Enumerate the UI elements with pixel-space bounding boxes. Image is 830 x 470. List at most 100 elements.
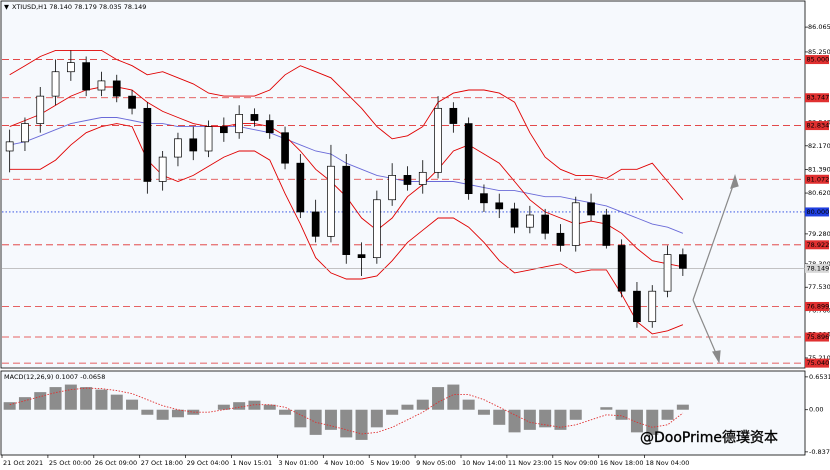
- macd-bar: [126, 399, 139, 410]
- macd-bar: [416, 399, 429, 410]
- price-level-box: [805, 93, 829, 103]
- macd-signal: [9, 387, 684, 435]
- macd-bar: [263, 404, 276, 410]
- macd-bar: [80, 387, 93, 410]
- price-level-label: 78.922: [807, 241, 830, 249]
- candle-body: [388, 175, 396, 201]
- x-tick-label: 10 Nov 14:00: [462, 459, 506, 467]
- candle-body: [128, 95, 136, 109]
- candle-body: [449, 107, 458, 124]
- price-level-label: 85.000: [807, 56, 830, 64]
- x-tick-label: 29 Oct 04:00: [187, 459, 229, 467]
- candle-body: [327, 165, 335, 237]
- x-tick-label: 21 Oct 2021: [3, 459, 43, 467]
- candle-body: [5, 141, 14, 152]
- x-tick-label: 1 Nov 15:01: [233, 459, 273, 467]
- candle-body: [220, 126, 228, 134]
- x-tick-label: 9 Nov 05:00: [416, 459, 456, 467]
- candle-body: [112, 80, 121, 97]
- x-tick-label: 3 Nov 01:00: [278, 459, 318, 467]
- macd-bar: [95, 389, 108, 410]
- macd-bar: [110, 394, 123, 410]
- candle-body: [418, 171, 427, 185]
- macd-bar: [49, 387, 62, 410]
- price-level-box: [805, 174, 829, 184]
- macd-bar: [539, 409, 552, 428]
- candle-body: [265, 120, 274, 134]
- candle-body: [633, 290, 641, 323]
- y-tick-label: 0.6531: [809, 373, 830, 381]
- macd-bar: [401, 404, 414, 410]
- macd-bar: [386, 409, 399, 415]
- x-tick-label: 18 Nov 04:00: [646, 459, 690, 467]
- macd-bar: [355, 409, 368, 440]
- price-panel: [0, 0, 806, 369]
- y-tick-label: 77.530: [808, 283, 830, 291]
- candle-body: [357, 254, 366, 259]
- macd-bar: [64, 384, 77, 410]
- x-tick-label: 5 Nov 19:00: [370, 459, 410, 467]
- price-level-box: [805, 358, 829, 368]
- candle-body: [158, 156, 167, 182]
- projection-arrows: [692, 174, 739, 364]
- price-level-box: [805, 263, 829, 273]
- macd-bar: [569, 409, 582, 420]
- y-tick-label: 86.065: [808, 23, 830, 31]
- price-level-box: [805, 301, 829, 311]
- macd-bar: [477, 409, 490, 415]
- y-tick-label: 0.00: [809, 406, 823, 414]
- price-level-box: [805, 55, 829, 65]
- price-level-box: [805, 332, 829, 342]
- price-level-label: 80.000: [807, 208, 830, 216]
- candle-body: [311, 211, 320, 237]
- y-tick-label: 79.280: [808, 230, 830, 238]
- watermark: @DooPrime德璞资本: [640, 430, 778, 446]
- candle-body: [434, 107, 442, 173]
- x-tick-label: 27 Oct 18:00: [141, 459, 183, 467]
- chart-title: XTIUSD,H1 78.140 78.179 78.035 78.149: [12, 3, 146, 11]
- candle-body: [281, 132, 289, 164]
- bollinger-upper: [9, 49, 684, 201]
- candle-body: [678, 254, 687, 269]
- price-level-label: 75.040: [807, 359, 830, 367]
- macd-bar: [554, 409, 567, 430]
- macd-bar: [18, 397, 31, 410]
- y-tick-label: 81.390: [808, 166, 830, 174]
- macd-bar: [630, 409, 643, 433]
- candle-body: [342, 165, 351, 255]
- macd-bar: [600, 407, 613, 410]
- candle-body: [510, 208, 519, 228]
- candle-body: [51, 71, 60, 97]
- candle-body: [495, 202, 504, 210]
- macd-bar: [233, 402, 246, 410]
- macd-bar: [3, 402, 16, 410]
- candle-body: [21, 123, 29, 143]
- macd-bar: [493, 409, 506, 425]
- x-tick-label: 4 Nov 10:00: [324, 459, 364, 467]
- y-tick-label: -0.8379: [809, 448, 830, 456]
- x-tick-label: 15 Nov 09:00: [554, 459, 598, 467]
- macd-bar: [279, 409, 292, 415]
- arrowhead-up: [730, 174, 739, 189]
- y-tick-label: 82.170: [808, 142, 830, 150]
- candle-body: [602, 214, 611, 246]
- arrow-up: [692, 179, 736, 301]
- macd-bar: [324, 409, 337, 430]
- candle-body: [66, 62, 75, 73]
- macd-bar: [248, 400, 261, 410]
- price-level-label: 81.072: [807, 175, 830, 183]
- macd-bar: [141, 409, 154, 415]
- macd-bar: [676, 404, 689, 410]
- macd-bar: [447, 384, 460, 410]
- plot-layer: 86.06585.25082.94082.17081.39080.62079.2…: [1, 23, 830, 467]
- macd-bar: [217, 404, 230, 410]
- macd-title: MACD(12,26,9) 0.1007 -0.0658: [4, 373, 105, 381]
- candle-body: [143, 107, 152, 182]
- macd-bar: [508, 409, 521, 433]
- candle-body: [296, 162, 305, 213]
- candle-body: [204, 126, 213, 152]
- candle-body: [663, 254, 672, 292]
- candle-body: [373, 199, 381, 259]
- price-level-label: 82.834: [807, 122, 830, 130]
